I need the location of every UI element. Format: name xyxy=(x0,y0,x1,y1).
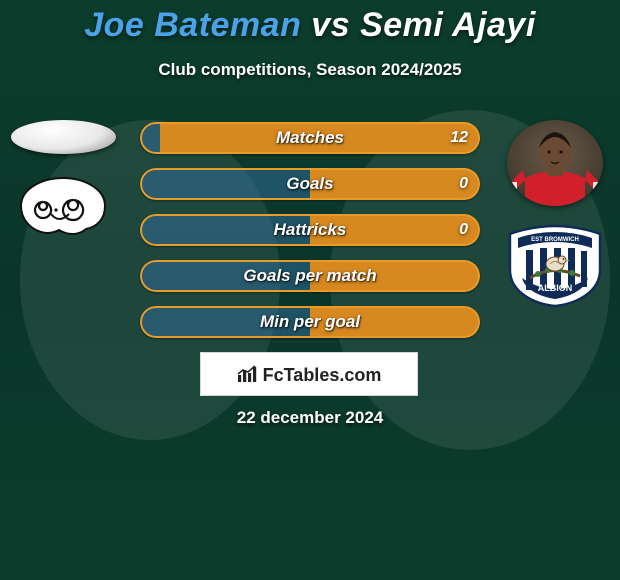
stat-row-hattricks: Hattricks 0 xyxy=(140,214,480,246)
stat-row-goals: Goals 0 xyxy=(140,168,480,200)
stat-row-mpg: Min per goal xyxy=(140,306,480,338)
stat-row-gpm: Goals per match xyxy=(140,260,480,292)
club-badge-derby xyxy=(13,172,113,236)
stat-row-matches: Matches 12 xyxy=(140,122,480,154)
club-badge-wba: EST BROMWICH xyxy=(506,224,604,308)
title-player2: Semi Ajayi xyxy=(360,6,536,44)
stat-label: Hattricks xyxy=(140,214,480,246)
title: Joe Bateman vs Semi Ajayi xyxy=(0,6,620,45)
stat-label: Goals xyxy=(140,168,480,200)
attribution-box: FcTables.com xyxy=(200,352,418,396)
left-column xyxy=(8,120,118,236)
stats-list: Matches 12 Goals 0 Hattricks 0 Goals per… xyxy=(140,122,480,352)
stat-label: Min per goal xyxy=(140,306,480,338)
stat-label: Matches xyxy=(140,122,480,154)
stat-val-right: 0 xyxy=(459,214,468,246)
subtitle: Club competitions, Season 2024/2025 xyxy=(0,60,620,80)
player2-photo xyxy=(507,120,603,206)
stat-label: Goals per match xyxy=(140,260,480,292)
datestamp: 22 december 2024 xyxy=(0,408,620,428)
right-column: EST BROMWICH xyxy=(500,120,610,308)
stat-val-right: 0 xyxy=(459,168,468,200)
player1-avatar-placeholder xyxy=(11,120,116,154)
attribution-text: FcTables.com xyxy=(263,365,382,385)
title-vs: vs xyxy=(311,6,350,44)
stat-val-right: 12 xyxy=(450,122,468,154)
bar-chart-icon xyxy=(237,365,259,383)
title-player1: Joe Bateman xyxy=(84,6,301,44)
wba-badge-text: ALBION xyxy=(538,283,573,293)
